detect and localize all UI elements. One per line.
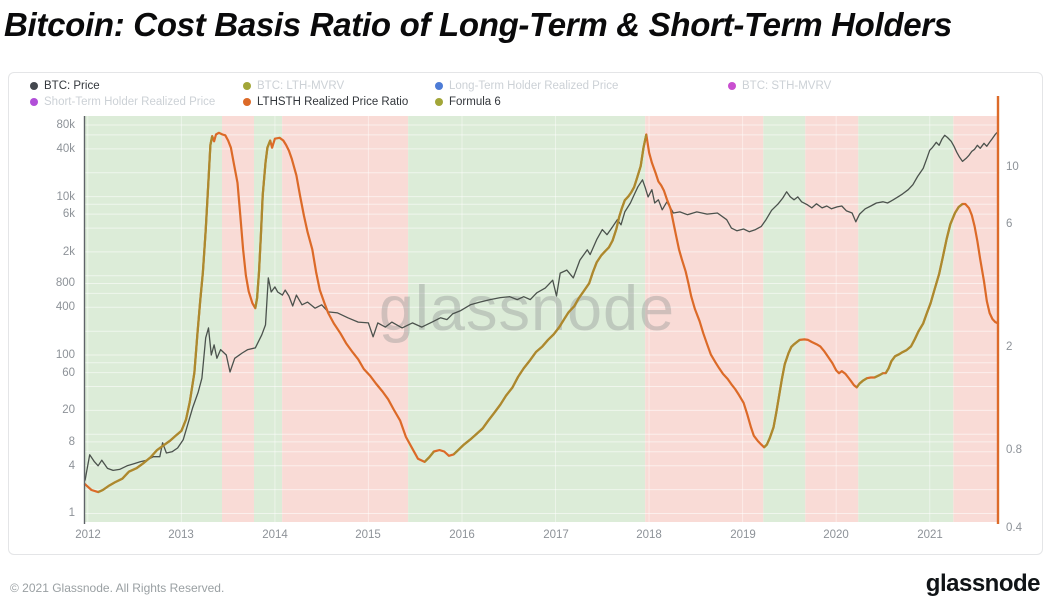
regime-band-green xyxy=(858,116,954,522)
y-left-tick-60: 60 xyxy=(62,367,75,379)
x-tick-2021: 2021 xyxy=(917,529,943,541)
x-tick-2019: 2019 xyxy=(730,529,756,541)
y-right-tick-6: 6 xyxy=(1006,218,1013,230)
x-tick-2018: 2018 xyxy=(636,529,662,541)
legend-item-lthsth-realized-price-ratio[interactable]: LTHSTH Realized Price Ratio xyxy=(243,95,408,108)
formula-6-line xyxy=(763,339,801,449)
y-left-tick-8: 8 xyxy=(68,436,75,448)
regime-band-green xyxy=(763,116,806,522)
y-left-tick-40k: 40k xyxy=(56,143,75,155)
legend-label: Short-Term Holder Realized Price xyxy=(44,95,216,108)
formula-6-line xyxy=(97,135,214,494)
watermark: glassnode xyxy=(379,274,675,344)
btc-price-line xyxy=(84,131,998,481)
x-tick-2015: 2015 xyxy=(355,529,381,541)
regime-band-red xyxy=(805,116,859,522)
legend-dot-icon xyxy=(243,81,251,90)
legend-label: Formula 6 xyxy=(449,95,501,108)
regime-band-green xyxy=(254,116,283,522)
y-left-tick-80k: 80k xyxy=(56,119,75,131)
legend-label: BTC: STH-MVRV xyxy=(742,79,832,92)
legend-dot-icon xyxy=(243,97,251,106)
legend-item-formula-6[interactable]: Formula 6 xyxy=(435,95,501,108)
y-right-tick-10: 10 xyxy=(1006,161,1019,173)
formula-6-line xyxy=(423,450,435,463)
y-left-tick-100: 100 xyxy=(55,349,75,361)
glassnode-wordmark: glassnode xyxy=(925,570,1041,597)
y-left-tick-4: 4 xyxy=(68,460,75,472)
legend-item-long-term-holder-realized-price[interactable]: Long-Term Holder Realized Price xyxy=(435,79,618,92)
x-tick-2020: 2020 xyxy=(823,529,849,541)
y-left-tick-1: 1 xyxy=(68,507,75,519)
x-tick-2012: 2012 xyxy=(75,529,101,541)
y-left-tick-10k: 10k xyxy=(56,191,75,203)
legend-label: BTC: LTH-MVRV xyxy=(257,79,345,92)
y-right-tick-0.4: 0.4 xyxy=(1006,522,1022,534)
legend-dot-icon xyxy=(30,97,38,106)
y-right-tick-2: 2 xyxy=(1006,341,1013,353)
x-tick-2014: 2014 xyxy=(262,529,288,541)
formula-6-line xyxy=(874,372,884,379)
legend-dot-icon xyxy=(30,81,38,90)
regime-band-red xyxy=(222,116,254,522)
legend-item-btc-price[interactable]: BTC: Price xyxy=(30,79,100,92)
formula-6-line xyxy=(855,377,868,389)
y-left-tick-2k: 2k xyxy=(62,246,75,258)
legend-dot-icon xyxy=(435,97,443,106)
legend-item-btc-sth-mvrv[interactable]: BTC: STH-MVRV xyxy=(728,79,831,92)
x-tick-2016: 2016 xyxy=(449,529,475,541)
formula-6-line xyxy=(452,134,648,456)
legend-dot-icon xyxy=(728,81,736,90)
formula-6-line xyxy=(254,140,272,309)
regime-band-red xyxy=(645,116,764,522)
legend-item-short-term-holder-realized-price[interactable]: Short-Term Holder Realized Price xyxy=(30,95,215,108)
legend-item-btc-lth-mvrv[interactable]: BTC: LTH-MVRV xyxy=(243,79,344,92)
legend-label: Long-Term Holder Realized Price xyxy=(449,79,619,92)
y-right-tick-0.8: 0.8 xyxy=(1006,444,1022,456)
y-left-tick-6k: 6k xyxy=(62,208,75,220)
formula-6-line xyxy=(884,203,964,374)
y-left-tick-800: 800 xyxy=(55,277,75,289)
copyright-text: © 2021 Glassnode. All Rights Reserved. xyxy=(10,581,225,595)
y-left-tick-400: 400 xyxy=(55,301,75,313)
y-left-tick-20: 20 xyxy=(62,404,75,416)
regime-band-red xyxy=(953,116,998,522)
legend-dot-icon xyxy=(435,81,443,90)
x-tick-2017: 2017 xyxy=(543,529,569,541)
legend-label: BTC: Price xyxy=(44,79,100,92)
regime-band-green xyxy=(85,116,222,522)
x-tick-2013: 2013 xyxy=(168,529,194,541)
legend-label: LTHSTH Realized Price Ratio xyxy=(257,95,409,108)
regime-band-red xyxy=(282,116,409,522)
page-title: Bitcoin: Cost Basis Ratio of Long-Term &… xyxy=(4,6,952,43)
